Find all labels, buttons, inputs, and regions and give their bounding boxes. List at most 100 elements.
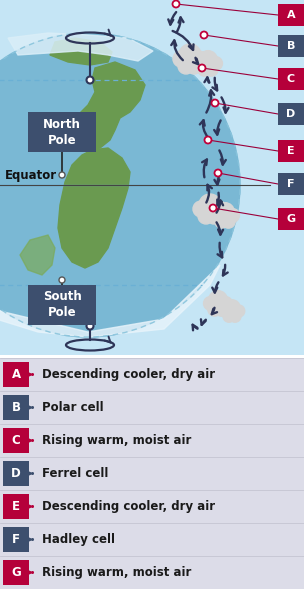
Circle shape xyxy=(222,215,235,228)
FancyArrowPatch shape xyxy=(212,282,219,293)
Text: G: G xyxy=(286,214,295,224)
FancyBboxPatch shape xyxy=(278,208,304,230)
Circle shape xyxy=(226,209,240,222)
Circle shape xyxy=(209,291,227,309)
Circle shape xyxy=(172,1,179,8)
Circle shape xyxy=(59,172,65,178)
Circle shape xyxy=(229,310,241,322)
Text: F: F xyxy=(287,179,295,189)
Circle shape xyxy=(87,76,94,83)
Circle shape xyxy=(87,323,94,330)
FancyArrowPatch shape xyxy=(223,265,228,275)
Circle shape xyxy=(204,297,217,310)
Circle shape xyxy=(219,305,231,317)
FancyArrowPatch shape xyxy=(217,193,222,205)
FancyBboxPatch shape xyxy=(278,173,304,195)
Text: South
Pole: South Pole xyxy=(43,291,81,320)
Polygon shape xyxy=(58,148,130,268)
Circle shape xyxy=(211,201,227,217)
FancyArrowPatch shape xyxy=(171,40,183,60)
Text: G: G xyxy=(11,566,21,579)
Circle shape xyxy=(173,51,189,67)
Text: F: F xyxy=(12,533,20,546)
Circle shape xyxy=(199,64,206,72)
Polygon shape xyxy=(8,33,153,61)
FancyArrowPatch shape xyxy=(206,185,212,203)
Circle shape xyxy=(211,209,224,222)
Bar xyxy=(0,490,304,523)
Bar xyxy=(0,391,304,424)
Polygon shape xyxy=(20,235,55,275)
Circle shape xyxy=(223,310,235,322)
Text: B: B xyxy=(12,401,20,414)
Circle shape xyxy=(215,170,222,177)
Circle shape xyxy=(194,57,207,70)
FancyArrowPatch shape xyxy=(193,324,198,330)
Circle shape xyxy=(219,297,233,310)
Bar xyxy=(0,355,304,591)
Bar xyxy=(0,556,304,589)
FancyArrowPatch shape xyxy=(219,151,226,165)
Circle shape xyxy=(206,208,222,224)
FancyArrowPatch shape xyxy=(216,222,223,235)
Circle shape xyxy=(186,58,202,74)
Circle shape xyxy=(191,51,207,67)
Circle shape xyxy=(233,305,245,317)
FancyBboxPatch shape xyxy=(3,494,29,519)
Text: Descending cooler, dry air: Descending cooler, dry air xyxy=(42,500,215,513)
Bar xyxy=(0,523,304,556)
Circle shape xyxy=(208,303,221,316)
Text: D: D xyxy=(286,109,295,119)
FancyArrowPatch shape xyxy=(173,31,194,50)
Circle shape xyxy=(59,277,65,283)
Text: A: A xyxy=(12,368,21,381)
Circle shape xyxy=(209,204,216,212)
Text: Polar cell: Polar cell xyxy=(42,401,104,414)
FancyArrowPatch shape xyxy=(216,200,223,213)
FancyArrowPatch shape xyxy=(222,98,229,113)
Circle shape xyxy=(216,203,234,222)
Text: Hadley cell: Hadley cell xyxy=(42,533,115,546)
FancyArrowPatch shape xyxy=(212,308,217,314)
FancyBboxPatch shape xyxy=(278,140,304,162)
Text: Descending cooler, dry air: Descending cooler, dry air xyxy=(42,368,215,381)
FancyArrowPatch shape xyxy=(206,90,214,112)
Circle shape xyxy=(215,215,228,228)
Text: D: D xyxy=(11,467,21,480)
Circle shape xyxy=(199,194,221,216)
Text: E: E xyxy=(12,500,20,513)
Bar xyxy=(0,358,304,391)
FancyBboxPatch shape xyxy=(278,35,304,57)
Text: Ferrel cell: Ferrel cell xyxy=(42,467,108,480)
Circle shape xyxy=(198,63,211,76)
Polygon shape xyxy=(0,265,220,337)
Text: Rising warm, moist air: Rising warm, moist air xyxy=(42,566,192,579)
FancyBboxPatch shape xyxy=(3,527,29,552)
Bar xyxy=(0,457,304,490)
Circle shape xyxy=(201,31,208,38)
Polygon shape xyxy=(50,38,112,65)
FancyArrowPatch shape xyxy=(168,12,176,25)
Text: A: A xyxy=(287,10,295,20)
FancyArrowPatch shape xyxy=(214,121,221,135)
FancyBboxPatch shape xyxy=(278,68,304,90)
Circle shape xyxy=(178,58,194,74)
FancyBboxPatch shape xyxy=(28,285,96,325)
Text: C: C xyxy=(12,434,20,447)
FancyBboxPatch shape xyxy=(3,428,29,453)
Text: Rising warm, moist air: Rising warm, moist air xyxy=(42,434,192,447)
FancyArrowPatch shape xyxy=(205,77,209,83)
Circle shape xyxy=(198,208,214,224)
FancyArrowPatch shape xyxy=(218,243,222,257)
FancyArrowPatch shape xyxy=(212,78,217,90)
FancyBboxPatch shape xyxy=(3,395,29,420)
FancyArrowPatch shape xyxy=(193,58,198,64)
FancyBboxPatch shape xyxy=(3,461,29,486)
Text: E: E xyxy=(287,146,295,156)
Text: B: B xyxy=(287,41,295,51)
FancyBboxPatch shape xyxy=(278,103,304,125)
Circle shape xyxy=(0,33,240,337)
FancyArrowPatch shape xyxy=(176,17,184,33)
Circle shape xyxy=(179,44,201,66)
Circle shape xyxy=(193,201,209,217)
